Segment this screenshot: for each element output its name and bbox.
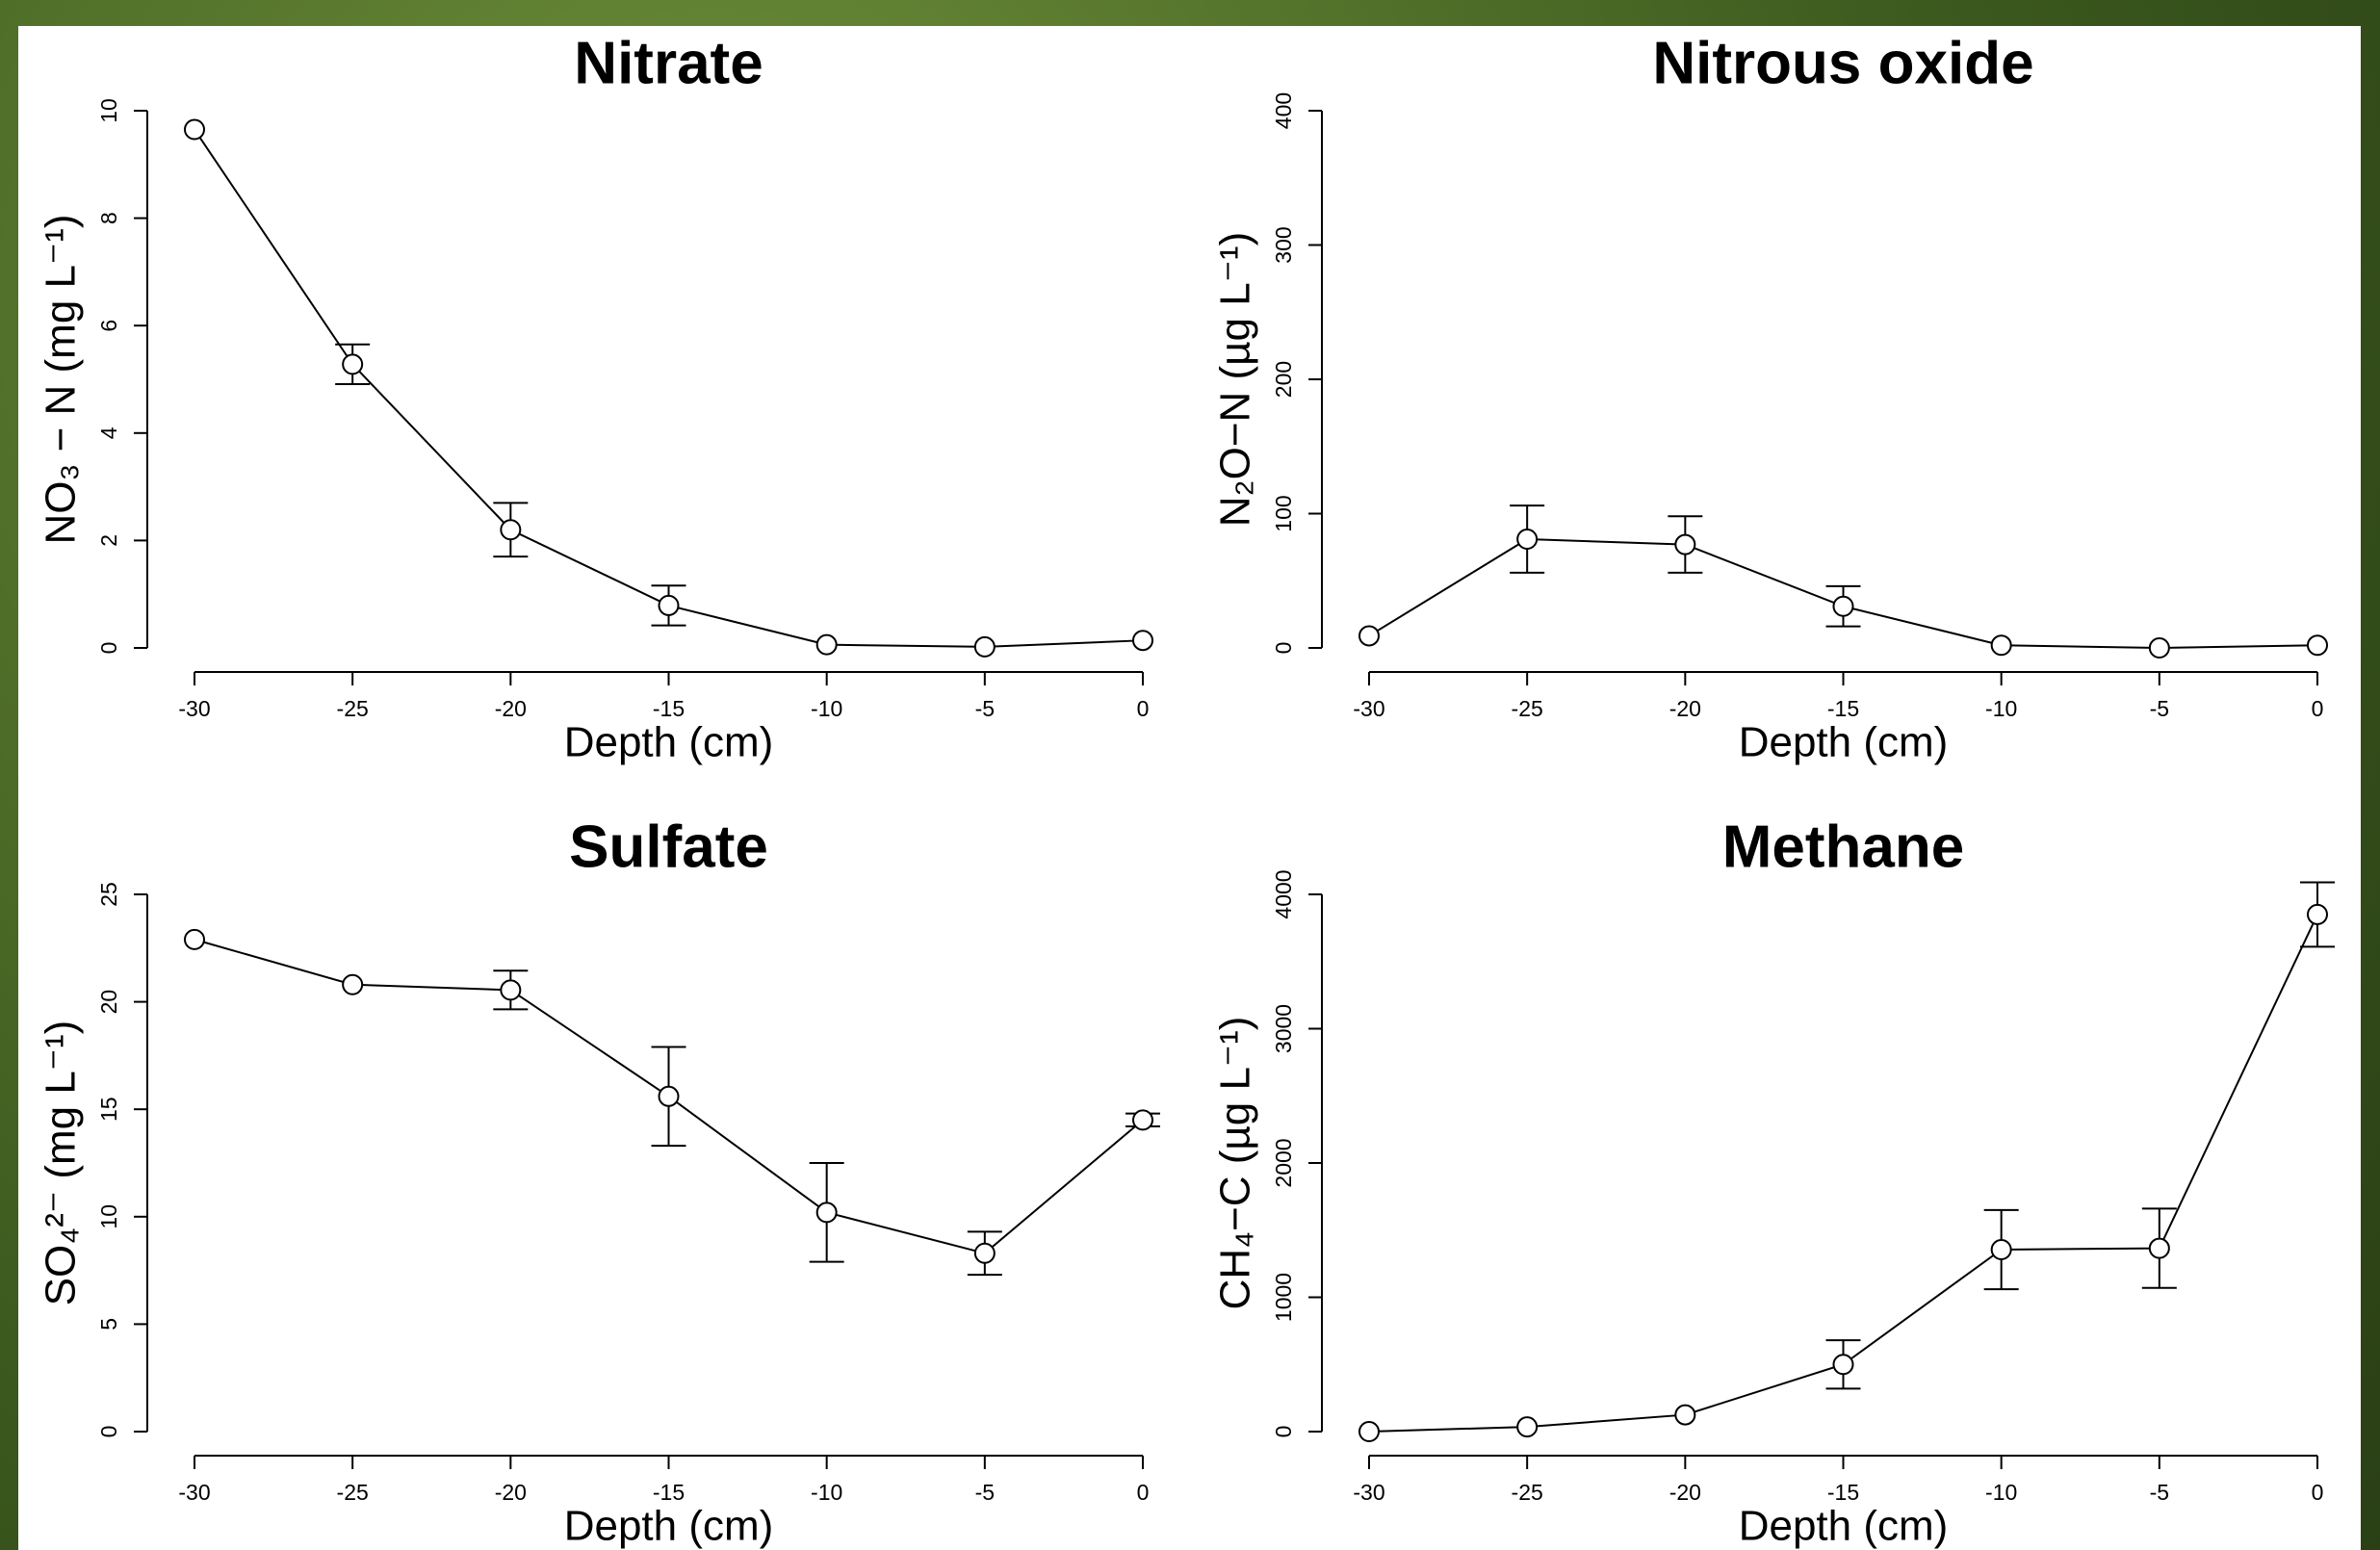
data-point	[973, 635, 996, 658]
y-tick-label: 0	[1271, 1426, 1296, 1438]
x-tick-label: -10	[1985, 696, 2017, 721]
y-tick-label: 25	[96, 882, 121, 907]
x-tick-label: -5	[975, 1480, 995, 1505]
data-point	[2307, 634, 2328, 657]
data-point	[658, 594, 680, 616]
y-axis-label: SO₄²⁻ (mg L⁻¹)	[38, 1020, 85, 1306]
y-axis-label: CH₄−C (µg L⁻¹)	[1212, 1017, 1259, 1310]
y-tick-label: 2000	[1271, 1138, 1296, 1187]
y-tick-label: 100	[1271, 495, 1296, 531]
x-axis-label: Depth (cm)	[1739, 1503, 1949, 1550]
y-tick-label: 400	[1271, 92, 1296, 129]
data-point	[1832, 595, 1854, 617]
y-tick-label: 2	[96, 534, 121, 547]
x-tick-label: -20	[495, 1480, 527, 1505]
data-point	[1132, 1109, 1153, 1131]
x-tick-label: -10	[1985, 1480, 2017, 1505]
data-point	[500, 519, 522, 541]
data-point	[1358, 1421, 1380, 1442]
x-tick-label: -25	[337, 1480, 369, 1505]
data-point	[815, 633, 838, 656]
data-point	[1132, 630, 1153, 652]
x-axis-label: Depth (cm)	[564, 719, 774, 766]
y-tick-label: 300	[1271, 226, 1296, 263]
x-tick-label: -20	[495, 696, 527, 721]
x-tick-label: -30	[1353, 696, 1384, 721]
x-tick-label: -5	[2150, 696, 2169, 721]
x-tick-label: 0	[1137, 1480, 1150, 1505]
y-tick-label: 0	[96, 1426, 121, 1438]
chart-title: Methane	[1722, 814, 1964, 880]
y-tick-label: 8	[96, 212, 121, 224]
y-tick-label: 15	[96, 1097, 121, 1122]
y-tick-label: 10	[96, 98, 121, 123]
data-point	[2307, 903, 2328, 925]
x-tick-label: -25	[1512, 696, 1543, 721]
y-tick-label: 0	[1271, 642, 1296, 655]
y-axis-label: N₂O−N (µg L⁻¹)	[1212, 232, 1259, 527]
data-point	[1832, 1354, 1854, 1376]
x-tick-label: -10	[811, 696, 842, 721]
chart-title: Nitrous oxide	[1652, 30, 2033, 96]
x-axis-label: Depth (cm)	[564, 1503, 774, 1550]
x-tick-label: -30	[178, 1480, 210, 1505]
data-point	[342, 973, 364, 995]
chart-title: Nitrate	[574, 30, 763, 96]
data-point	[500, 979, 522, 1001]
y-tick-label: 4	[96, 426, 121, 439]
x-tick-label: -25	[337, 696, 369, 721]
y-axis-label: NO₃ − N (mg L⁻¹)	[38, 214, 85, 544]
data-point	[1990, 1238, 2012, 1260]
x-tick-label: 0	[2312, 696, 2324, 721]
x-tick-label: -20	[1669, 696, 1701, 721]
x-tick-label: -5	[975, 696, 995, 721]
x-tick-label: -15	[1827, 696, 1859, 721]
data-point	[184, 928, 205, 950]
data-point	[658, 1085, 680, 1107]
x-tick-label: -25	[1512, 1480, 1543, 1505]
data-point	[973, 1242, 996, 1264]
y-tick-label: 0	[96, 642, 121, 655]
y-tick-label: 10	[96, 1204, 121, 1229]
data-point	[1990, 634, 2012, 657]
chart-title: Sulfate	[569, 814, 768, 880]
x-tick-label: -30	[178, 696, 210, 721]
y-tick-label: 20	[96, 990, 121, 1015]
y-tick-label: 4000	[1271, 869, 1296, 918]
x-tick-label: -20	[1669, 1480, 1701, 1505]
x-tick-label: -5	[2150, 1480, 2169, 1505]
data-point	[2148, 1237, 2170, 1259]
data-point	[1674, 533, 1696, 555]
x-tick-label: -15	[653, 1480, 685, 1505]
y-tick-label: 3000	[1271, 1004, 1296, 1053]
y-tick-label: 6	[96, 320, 121, 332]
x-tick-label: -15	[1827, 1480, 1859, 1505]
data-point	[184, 118, 205, 141]
x-tick-label: 0	[1137, 696, 1150, 721]
data-point	[2148, 637, 2170, 659]
data-point	[1516, 1416, 1539, 1438]
x-tick-label: -15	[653, 696, 685, 721]
x-tick-label: -10	[811, 1480, 842, 1505]
data-point	[1516, 529, 1539, 551]
y-tick-label: 5	[96, 1318, 121, 1330]
y-tick-label: 1000	[1271, 1273, 1296, 1322]
x-axis-label: Depth (cm)	[1739, 719, 1949, 766]
data-point	[815, 1201, 838, 1224]
x-tick-label: -30	[1353, 1480, 1384, 1505]
y-tick-label: 200	[1271, 361, 1296, 398]
data-point	[1358, 625, 1380, 647]
x-tick-label: 0	[2312, 1480, 2324, 1505]
panel	[18, 26, 2361, 1550]
data-point	[1674, 1404, 1696, 1426]
data-point	[342, 353, 364, 375]
